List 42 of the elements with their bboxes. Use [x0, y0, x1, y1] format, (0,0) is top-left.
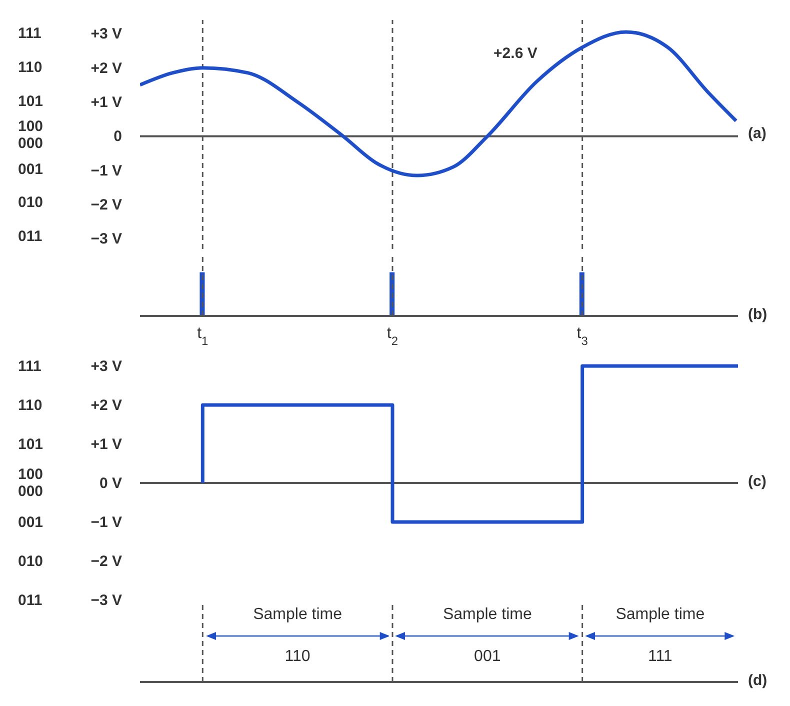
annotation: 110: [284, 648, 312, 666]
text: 001: [18, 160, 44, 178]
text: 100 000: [18, 118, 44, 152]
y-tick-label: +2 V: [90, 60, 122, 77]
text: 011: [18, 592, 42, 609]
text: 101: [18, 436, 44, 453]
text: 001: [18, 514, 44, 531]
annotation: Sample time: [614, 606, 706, 624]
annotation: 111: [646, 648, 674, 666]
y-tick-label: −1 V: [90, 162, 122, 180]
y-tick-label: −2 V: [90, 196, 122, 214]
y-tick-label: 0: [114, 128, 122, 146]
text: 011: [18, 228, 42, 246]
text: 111: [18, 25, 42, 42]
text: 111: [18, 358, 42, 374]
x-tick-label: t$_{3}$: [576, 325, 588, 348]
text: (b): [748, 306, 768, 323]
y-tick-label: +3 V: [90, 358, 122, 375]
text: 110: [18, 58, 42, 76]
text: (a): [748, 125, 766, 142]
y-tick-label: +1 V: [90, 94, 122, 112]
annotation: 001: [473, 648, 502, 666]
text: (d): [748, 672, 768, 689]
text: 101: [18, 92, 44, 110]
y-tick-label: −1 V: [90, 514, 122, 532]
y-tick-label: −2 V: [90, 553, 122, 570]
y-tick-label: −3 V: [90, 592, 122, 610]
annotation: Sample time: [442, 606, 533, 624]
text: (c): [748, 473, 766, 490]
y-tick-label: +1 V: [90, 436, 122, 454]
y-tick-label: −3 V: [90, 230, 122, 248]
text: 100 000: [18, 466, 44, 500]
x-tick-label: t$_{1}$: [197, 325, 209, 348]
x-tick-label: t$_{2}$: [386, 325, 398, 348]
y-tick-label: +2 V: [90, 397, 122, 414]
annotation: +2.6 V: [494, 45, 538, 62]
text: 010: [18, 194, 44, 212]
y-tick-label: 0 V: [99, 475, 122, 492]
text: 110: [18, 396, 42, 414]
y-tick-label: +3 V: [90, 26, 122, 43]
text: 010: [18, 552, 44, 570]
annotation: Sample time: [252, 606, 344, 624]
